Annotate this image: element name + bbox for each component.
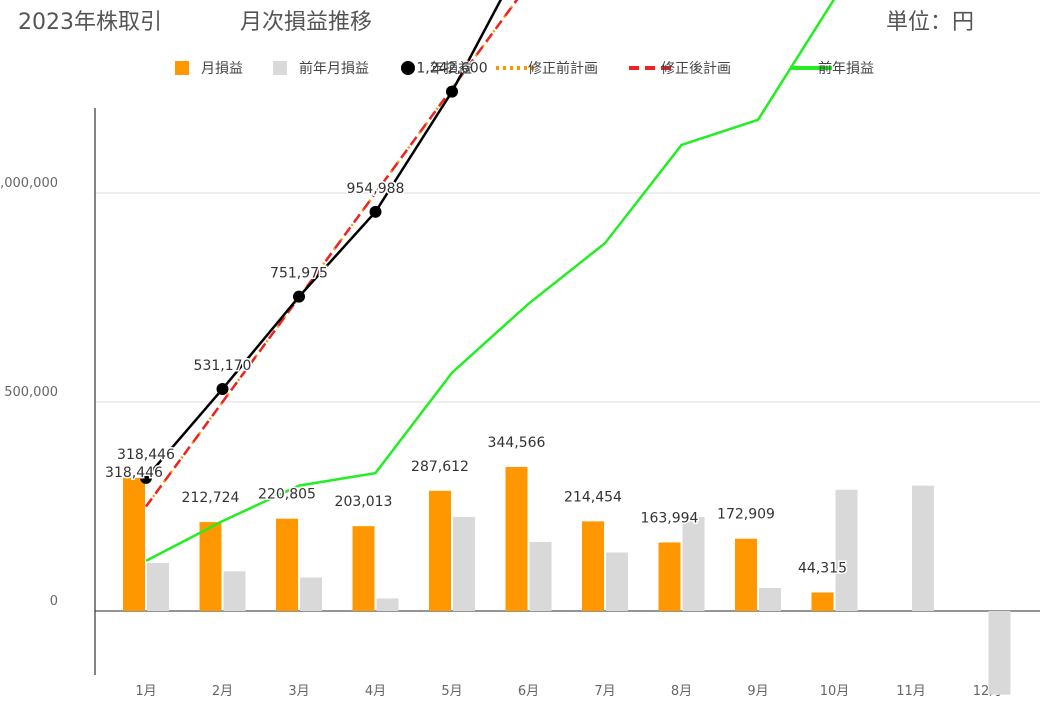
bar-prev-monthly[interactable] — [682, 516, 705, 611]
label-monthly: 318,446 — [105, 465, 163, 481]
bar-monthly[interactable] — [658, 542, 681, 611]
bar-prev-monthly[interactable] — [147, 562, 169, 611]
bar-prev-monthly[interactable] — [529, 542, 552, 611]
bar-monthly[interactable] — [582, 521, 604, 611]
bar-monthly[interactable] — [276, 518, 298, 611]
bar-prev-monthly[interactable] — [988, 611, 1011, 695]
bar-monthly[interactable] — [505, 466, 528, 611]
x-tick-label: 11月 — [896, 684, 926, 699]
y-tick-label: 500,000 — [4, 385, 58, 400]
point-annual[interactable] — [216, 382, 229, 395]
bar-monthly[interactable] — [429, 490, 451, 611]
point-annual[interactable] — [140, 471, 152, 484]
bar-monthly[interactable] — [199, 522, 222, 611]
line-prev-annual — [145, 0, 836, 562]
bar-prev-monthly[interactable] — [300, 577, 322, 611]
x-tick-label: 4月 — [365, 684, 386, 699]
x-tick-label: 3月 — [288, 684, 309, 699]
y-tick-label: 0 — [50, 594, 58, 609]
bar-monthly[interactable] — [123, 477, 145, 611]
x-tick-label: 6月 — [518, 684, 539, 699]
label-monthly: 203,013 — [335, 494, 393, 510]
x-tick-label: 10月 — [820, 684, 850, 699]
bar-prev-monthly[interactable] — [835, 489, 858, 611]
label-monthly: 44,315 — [798, 560, 847, 576]
legend-plan-original-label: 修正前計画 — [528, 60, 598, 77]
label-annual: 318,446 — [117, 447, 175, 463]
line-annual — [145, 0, 503, 479]
legend-annual-label: 年損益 — [430, 61, 472, 77]
label-monthly: 214,454 — [564, 489, 622, 505]
bar-prev-monthly[interactable] — [606, 552, 628, 611]
legend-prev-annual-label: 前年損益 — [818, 60, 874, 77]
legend-prev-monthly-label: 前年月損益 — [299, 60, 369, 77]
bar-prev-monthly[interactable] — [223, 571, 246, 611]
x-tick-label: 7月 — [594, 684, 615, 699]
point-annual[interactable] — [293, 290, 305, 303]
x-tick-label: 5月 — [441, 684, 462, 699]
label-monthly: 172,909 — [717, 507, 775, 523]
legend-prev-monthly-swatch[interactable] — [273, 61, 287, 75]
legend-monthly-swatch[interactable] — [175, 61, 189, 75]
label-monthly: 344,566 — [488, 435, 546, 451]
label-monthly: 212,724 — [182, 490, 240, 506]
x-tick-label: 2月 — [212, 684, 233, 699]
label-annual: 751,975 — [270, 266, 328, 282]
unit-label: 単位：円 — [885, 10, 974, 35]
bar-monthly[interactable] — [352, 526, 375, 611]
label-annual: 1,242,600 — [416, 61, 487, 77]
label-monthly: 220,805 — [258, 487, 316, 503]
chart-title-prefix: 2023年株取引 — [18, 10, 162, 35]
point-annual[interactable] — [446, 85, 458, 98]
bar-prev-monthly[interactable] — [759, 588, 781, 611]
legend-annual-swatch[interactable] — [401, 61, 415, 75]
bar-monthly[interactable] — [811, 592, 834, 611]
point-annual[interactable] — [369, 205, 382, 218]
x-tick-label: 1月 — [135, 684, 156, 699]
label-monthly: 287,612 — [411, 459, 469, 475]
label-monthly: 163,994 — [641, 510, 699, 526]
bar-monthly[interactable] — [735, 538, 757, 611]
legend-plan-revised-label: 修正後計画 — [661, 61, 731, 77]
label-annual: 531,170 — [194, 358, 252, 374]
x-tick-label: 9月 — [747, 684, 768, 699]
bar-prev-monthly[interactable] — [912, 485, 934, 611]
chart-title: 月次損益推移 — [240, 10, 373, 35]
label-annual: 954,988 — [347, 181, 405, 197]
legend-monthly-label: 月損益 — [201, 61, 243, 77]
x-tick-label: 8月 — [671, 684, 692, 699]
bar-prev-monthly[interactable] — [376, 598, 399, 611]
bar-prev-monthly[interactable] — [453, 516, 475, 611]
y-tick-label: 1,000,000 — [0, 176, 58, 191]
